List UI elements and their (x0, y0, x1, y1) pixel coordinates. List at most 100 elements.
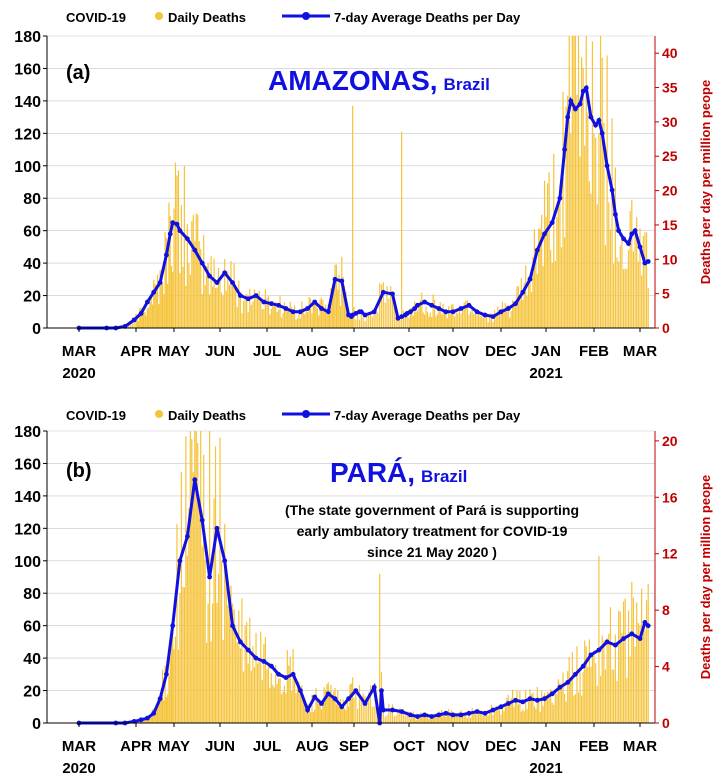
chart-panel-a: COVID-19 Daily Deaths 7-day Average Deaths… (14, 10, 713, 382)
daily-death-bar (448, 708, 450, 723)
average-point (346, 696, 351, 702)
daily-death-bar (498, 309, 500, 328)
daily-death-bar (516, 286, 518, 328)
daily-death-bar (179, 273, 181, 328)
daily-death-bar (355, 693, 357, 723)
daily-death-bar (539, 712, 541, 723)
daily-death-bar (546, 691, 549, 723)
daily-death-bar (222, 639, 224, 723)
daily-death-bar (275, 665, 277, 723)
daily-death-bar (509, 317, 511, 328)
daily-death-bar (507, 304, 509, 328)
daily-death-bar (588, 639, 590, 723)
legend-daily-marker (155, 410, 163, 418)
daily-death-bar (186, 223, 188, 328)
daily-death-bar (550, 249, 552, 328)
daily-death-bar (239, 291, 241, 328)
daily-death-bar (636, 217, 638, 328)
daily-death-bar (364, 695, 366, 723)
average-point (151, 289, 157, 295)
daily-death-bar (409, 718, 412, 723)
daily-death-bar (627, 610, 630, 723)
daily-death-bar (165, 696, 167, 723)
daily-death-bar (463, 715, 465, 723)
average-point (177, 228, 183, 234)
daily-death-bar (158, 303, 160, 328)
daily-death-bar (584, 640, 586, 723)
average-point (290, 671, 296, 677)
daily-death-bar (282, 313, 284, 328)
daily-death-bar (339, 698, 342, 723)
daily-death-bar (458, 712, 460, 723)
daily-death-bar (497, 306, 499, 328)
average-point (283, 675, 289, 680)
daily-death-bar (393, 716, 395, 723)
year-label: 2021 (529, 365, 562, 382)
average-point (164, 671, 169, 677)
daily-death-bar (455, 311, 457, 328)
average-point (312, 694, 318, 700)
daily-death-bar (163, 700, 165, 723)
daily-death-bar (182, 266, 184, 328)
daily-death-bar (470, 717, 472, 723)
daily-death-bar (355, 319, 357, 328)
daily-death-bar (604, 669, 607, 723)
x-tick-label: APR (120, 738, 152, 755)
daily-death-bar (150, 295, 152, 328)
daily-death-bar (606, 638, 608, 723)
daily-death-bar (442, 303, 444, 328)
daily-death-bar (482, 716, 484, 723)
average-point (145, 299, 150, 305)
daily-death-bar (516, 689, 518, 723)
daily-death-bar (176, 524, 178, 723)
daily-death-bar (360, 697, 362, 723)
average-point (498, 704, 504, 710)
daily-death-bar (146, 308, 148, 328)
daily-death-bar (624, 598, 626, 723)
x-tick-label: NOV (437, 738, 470, 755)
y-tick-label: 180 (14, 29, 41, 46)
x-tick-label: JUN (205, 343, 235, 360)
daily-death-bar (211, 286, 214, 328)
average-point (192, 477, 198, 483)
daily-death-bar (585, 646, 587, 723)
average-point (371, 684, 377, 690)
average-point (637, 244, 643, 250)
daily-death-bar (191, 220, 193, 328)
daily-death-bar (408, 711, 410, 723)
daily-death-bar (233, 263, 235, 328)
daily-death-bar (446, 318, 448, 328)
y-tick-label: 120 (14, 521, 41, 538)
average-point (613, 212, 618, 217)
chart-title: PARÁ, Brazil (330, 457, 467, 488)
daily-death-bar (536, 686, 538, 723)
daily-death-bar (206, 642, 208, 723)
daily-death-bar (622, 601, 625, 723)
daily-death-bar (530, 694, 533, 723)
average-point (562, 147, 567, 153)
chart-panel-b: COVID-19 Daily Deaths 7-day Average Deaths… (14, 408, 713, 777)
daily-death-bar (647, 583, 649, 723)
daily-death-bar (230, 585, 232, 723)
average-point (616, 228, 621, 234)
daily-death-bar (159, 270, 161, 328)
daily-death-bar (498, 706, 500, 723)
daily-death-bar (273, 687, 275, 723)
daily-death-bar (136, 316, 138, 328)
daily-death-bar (213, 498, 215, 723)
legend-prefix: COVID-19 (66, 10, 126, 25)
chart-title-main: PARÁ, (330, 457, 415, 488)
daily-death-bar (439, 715, 441, 723)
daily-death-bar (319, 299, 321, 328)
daily-death-bar (222, 295, 224, 328)
daily-death-bar (500, 312, 502, 328)
daily-death-bar (144, 311, 146, 328)
daily-death-bar (603, 640, 605, 723)
daily-death-bar (149, 717, 151, 723)
average-point (458, 306, 464, 311)
daily-death-bar (443, 309, 446, 328)
y2-tick-label: 8 (662, 602, 670, 618)
y2-tick-label: 20 (662, 183, 678, 199)
daily-death-bar (304, 702, 306, 723)
